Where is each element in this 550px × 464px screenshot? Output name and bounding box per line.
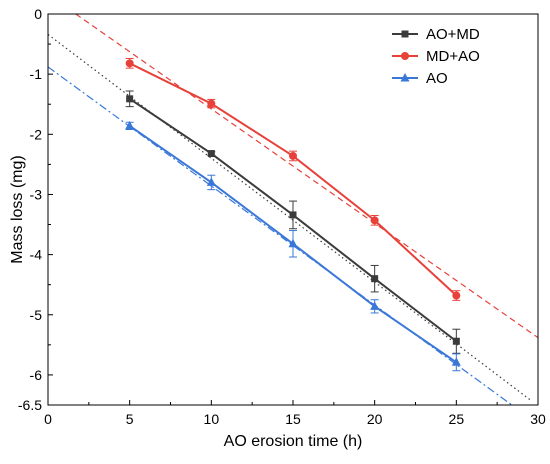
- data-point: [125, 59, 134, 68]
- data-point: [452, 337, 460, 345]
- y-tick-label: -6.5: [18, 397, 42, 413]
- series-line-1: [129, 62, 458, 297]
- data-point: [371, 275, 379, 283]
- y-axis-label: Mass loss (mg): [9, 155, 26, 263]
- x-tick-label: 10: [204, 411, 220, 427]
- legend-label-0: AO+MD: [426, 26, 480, 43]
- legend-label-2: AO: [426, 70, 448, 87]
- legend: AO+MD MD+AO AO: [392, 26, 480, 87]
- y-tick-label: -3: [30, 186, 43, 202]
- data-point: [370, 216, 379, 225]
- data-point: [206, 177, 216, 186]
- fit-lines: [48, 14, 538, 405]
- y-tick-label: -2: [30, 126, 43, 142]
- fit-line-2: [48, 66, 513, 405]
- data-point: [207, 99, 216, 108]
- legend-label-1: MD+AO: [426, 48, 480, 65]
- x-tick-label: 0: [44, 411, 52, 427]
- data-point: [288, 238, 298, 248]
- series-layer: [125, 58, 461, 372]
- series-1: [125, 58, 461, 301]
- legend-marker-1: [401, 52, 409, 60]
- x-tick-label: 30: [530, 411, 546, 427]
- x-tick-label: 15: [285, 411, 301, 427]
- y-tick-label: -5: [30, 307, 43, 323]
- x-tick-label: 25: [449, 411, 465, 427]
- x-tick-label: 20: [367, 411, 383, 427]
- series-0: [125, 90, 461, 354]
- series-2: [125, 120, 461, 372]
- data-point: [207, 150, 215, 158]
- data-point: [125, 120, 135, 130]
- axes: 0 5 10 15 20 25 30 0 -1 -2 -3 -4 -5 -6 -6.5: [18, 6, 546, 427]
- x-axis-label: AO erosion time (h): [224, 433, 363, 450]
- legend-marker-2: [400, 73, 410, 82]
- fit-line-1: [75, 14, 538, 339]
- y-tick-label: -1: [30, 66, 43, 82]
- y-tick-label: -4: [30, 247, 43, 263]
- legend-marker-0: [401, 30, 409, 38]
- x-tick-label: 5: [126, 411, 134, 427]
- data-point: [289, 151, 297, 160]
- fit-line-0: [48, 33, 531, 401]
- data-point: [451, 357, 461, 366]
- data-point: [289, 211, 297, 219]
- y-tick-label: -6: [30, 367, 43, 383]
- data-point: [370, 301, 380, 310]
- data-point: [126, 95, 134, 103]
- data-point: [452, 291, 461, 300]
- y-tick-label: 0: [34, 6, 42, 22]
